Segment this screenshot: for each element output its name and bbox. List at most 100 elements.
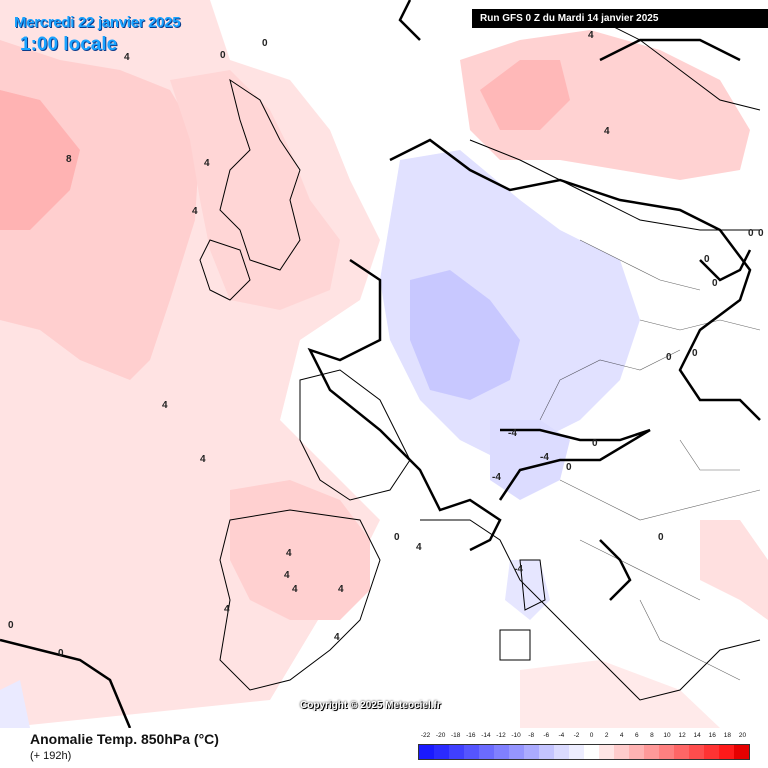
contour-label: 4	[224, 604, 230, 615]
legend-tick-label: -20	[435, 732, 446, 739]
forecast-date: Mercredi 22 janvier 2025	[14, 14, 181, 31]
contour-label: 4	[162, 400, 168, 411]
legend-tick-label: 16	[708, 732, 716, 739]
contour-label: 0	[592, 438, 598, 449]
legend-tick-label: 10	[663, 732, 671, 739]
anomaly-zone-alps-cold	[490, 420, 570, 500]
legend-tick-label: 8	[650, 732, 654, 739]
country-borders	[0, 0, 761, 728]
contour-label: -4	[492, 472, 501, 483]
anomaly-zone-atlantic-core	[0, 90, 80, 230]
contour-label: 0	[566, 462, 572, 473]
contour-label: -4	[514, 564, 523, 575]
legend-swatch	[464, 745, 479, 759]
contour-label: 0	[394, 532, 400, 543]
legend-swatch	[674, 745, 689, 759]
legend-swatch	[419, 745, 434, 759]
contour-label: 4	[604, 126, 610, 137]
legend-tick-label: -16	[466, 732, 476, 739]
contour-label: 4	[124, 52, 130, 63]
legend-swatch	[734, 745, 749, 759]
contour-label: 0	[262, 38, 268, 49]
legend-swatch	[434, 745, 449, 759]
forecast-offset: (+ 192h)	[30, 750, 72, 762]
contour-label: 0	[666, 352, 672, 363]
legend-tick-label: 2	[604, 732, 609, 739]
legend-swatch	[599, 745, 614, 759]
legend-swatch	[494, 745, 509, 759]
map-title: Anomalie Temp. 850hPa (°C)	[30, 731, 219, 747]
legend-tick-label: -18	[451, 732, 461, 739]
anomaly-zone-south	[520, 660, 720, 728]
legend-swatch	[719, 745, 734, 759]
contour-label: 0	[758, 228, 764, 239]
legend-swatch	[554, 745, 569, 759]
legend-swatch	[449, 745, 464, 759]
contour-label: 0	[658, 532, 664, 543]
legend-swatch	[524, 745, 539, 759]
contour-label: 4	[292, 584, 298, 595]
contour-label: 0	[692, 348, 698, 359]
contour-label: -4	[508, 428, 517, 439]
legend-tick-label: -2	[573, 732, 580, 739]
copyright-notice: Copyright © 2025 Meteociel.fr	[300, 700, 441, 711]
anomaly-zone-sw-cold	[0, 680, 30, 728]
legend-swatch	[569, 745, 584, 759]
contour-label: 4	[334, 632, 340, 643]
legend-swatch	[659, 745, 674, 759]
contour-label: 4	[284, 570, 290, 581]
legend-tick-label: -8	[528, 732, 535, 739]
contour-label: 4	[338, 584, 344, 595]
legend-tick-label: -6	[543, 732, 550, 739]
legend-swatch	[539, 745, 554, 759]
anomaly-zone-corsica-cold	[505, 560, 550, 620]
legend-tick-label: 18	[723, 732, 731, 739]
contour-label: 4	[204, 158, 210, 169]
legend-swatch	[614, 745, 629, 759]
legend-swatch	[704, 745, 719, 759]
contour-labels: 8 4 4 4 4 4 4 4 4 4 4 4 4 4 4 0 0 0 0 0 …	[8, 30, 764, 659]
contour-label: 0	[704, 254, 710, 265]
anomaly-map: 8 4 4 4 4 4 4 4 4 4 4 4 4 4 4 0 0 0 0 0 …	[0, 0, 768, 728]
legend-tick-label: -22	[420, 732, 431, 739]
anomaly-zone-east	[700, 520, 768, 620]
legend-tick-label: 12	[678, 732, 686, 739]
contour-label: 0	[748, 228, 754, 239]
legend-swatch	[584, 745, 599, 759]
legend-tick-label: 20	[738, 732, 747, 739]
contour-label: 0	[712, 278, 718, 289]
anomaly-zone-scandinavia-core	[480, 60, 570, 130]
model-run-banner: Run GFS 0 Z du Mardi 14 janvier 2025	[472, 9, 768, 28]
color-scale-legend: -22 -20 -18 -16 -14 -12 -10 -8 -6 -4 -2 0 2 4 6 8 10 12 14…	[418, 732, 750, 760]
legend-footer: Anomalie Temp. 850hPa (°C) (+ 192h) -22-…	[0, 728, 768, 768]
legend-swatch	[629, 745, 644, 759]
legend-tick-labels: -22 -20 -18 -16 -14 -12 -10 -8 -6 -4 -2 0 2 4 6 8 10 12 14…	[418, 732, 750, 742]
contour-label: 4	[200, 454, 206, 465]
contour-label: 8	[66, 154, 72, 165]
legend-swatch	[644, 745, 659, 759]
graticule	[539, 239, 761, 681]
legend-tick-label: -4	[558, 732, 565, 739]
legend-tick-label: -14	[481, 732, 491, 739]
legend-tick-label: -12	[496, 732, 506, 739]
legend-tick-label: 0	[589, 732, 594, 739]
anomaly-zone-iberia	[230, 480, 370, 620]
contour-label: -4	[540, 452, 549, 463]
legend-color-bar	[418, 744, 750, 760]
legend-tick-label: 4	[619, 732, 624, 739]
forecast-time: 1:00 locale	[20, 34, 118, 55]
contour-label: 4	[192, 206, 198, 217]
legend-swatch	[689, 745, 704, 759]
contour-label: 0	[58, 648, 64, 659]
anomaly-zone-uk	[170, 70, 340, 310]
legend-swatch	[479, 745, 494, 759]
legend-tick-label: -10	[511, 732, 521, 739]
contour-label: 0	[8, 620, 14, 631]
contour-label: 4	[416, 542, 422, 553]
contour-label: 4	[286, 548, 292, 559]
legend-tick-label: 6	[635, 732, 639, 739]
contour-label: 0	[220, 50, 226, 61]
legend-swatch	[509, 745, 524, 759]
contour-label: 4	[588, 30, 594, 41]
